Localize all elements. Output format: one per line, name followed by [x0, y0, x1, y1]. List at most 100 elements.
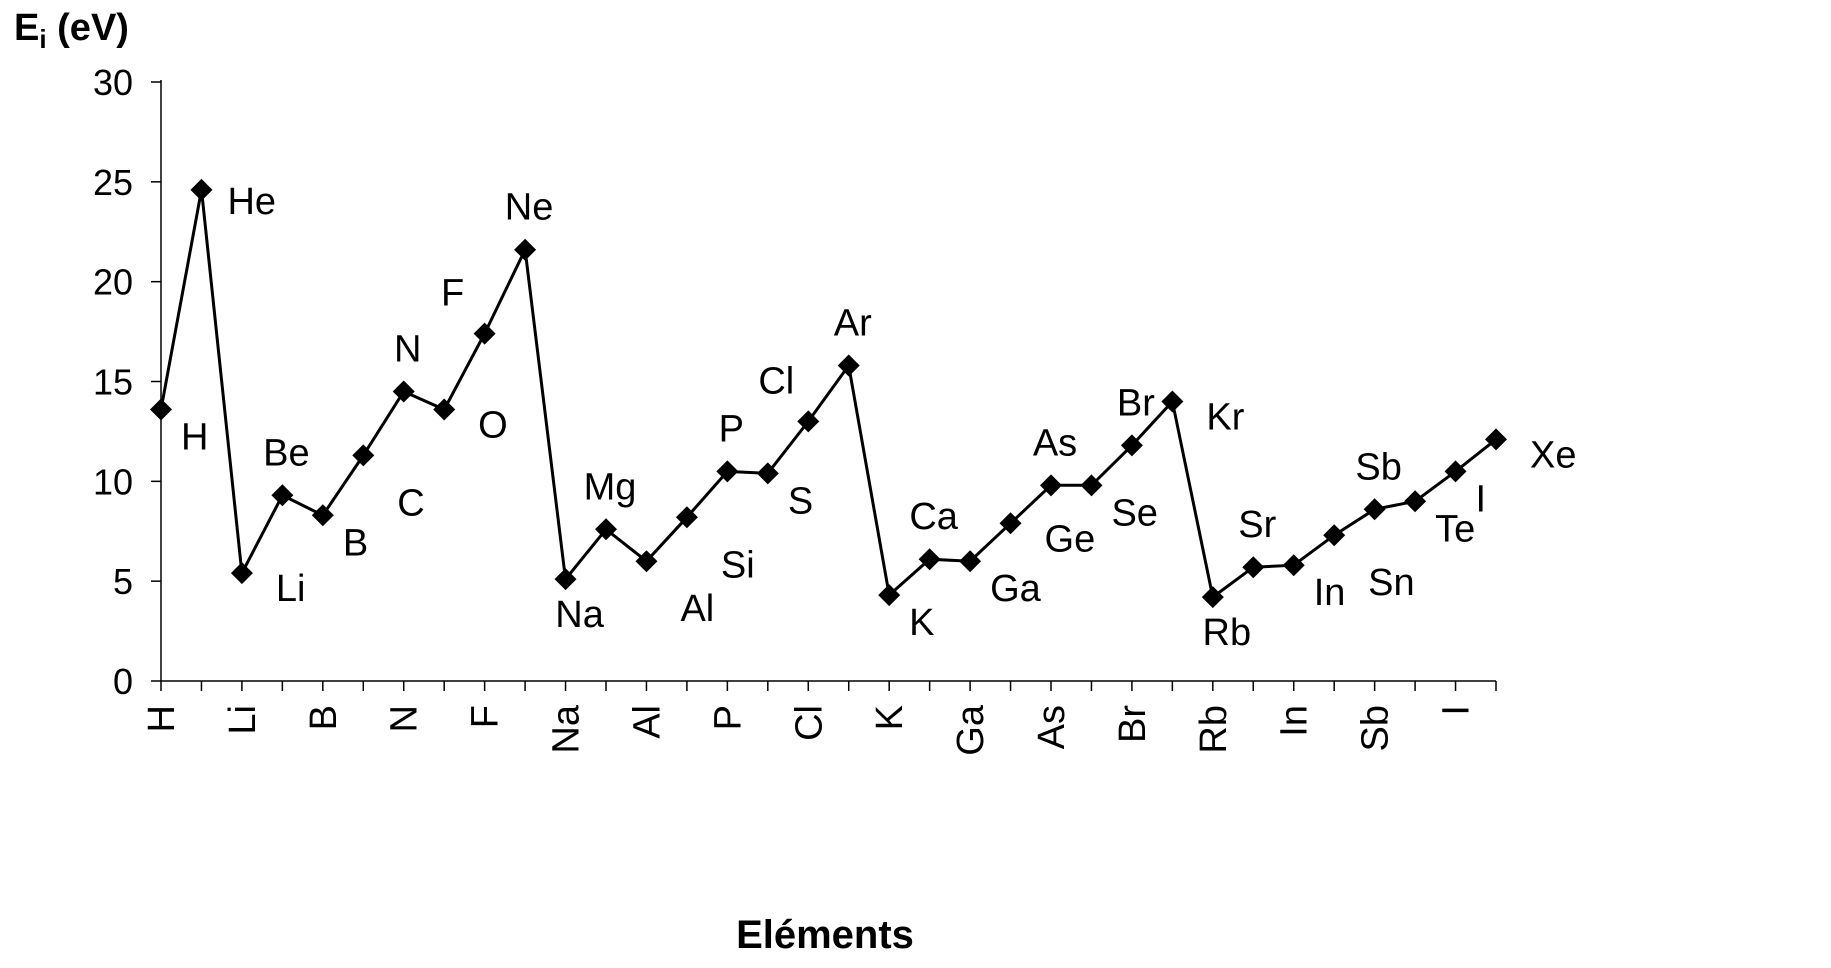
x-tick-label: In — [1274, 705, 1316, 737]
data-point-n — [392, 380, 415, 403]
point-label-in: In — [1314, 572, 1346, 614]
point-label-se: Se — [1111, 492, 1157, 534]
data-point-h — [150, 398, 172, 421]
x-tick-label: Br — [1112, 705, 1154, 743]
point-label-ne: Ne — [505, 187, 554, 229]
x-ticks: H Li B N F Na Al P Cl K Ga As Br Rb In Sb I — [141, 681, 1497, 756]
x-tick-label: As — [1031, 705, 1073, 749]
point-label-b: B — [343, 522, 368, 564]
data-point-br — [1120, 434, 1143, 457]
y-ticks: 0 5 10 15 20 25 30 — [93, 62, 161, 702]
data-point-ga — [959, 550, 982, 573]
point-label-h: H — [181, 416, 208, 458]
data-point-c — [352, 444, 375, 467]
point-label-n: N — [394, 328, 421, 370]
x-tick-label: Sb — [1355, 705, 1397, 751]
data-point-k — [878, 584, 901, 607]
data-point-si — [675, 506, 698, 529]
point-label-xe: Xe — [1530, 434, 1576, 476]
data-point-te — [1404, 490, 1427, 513]
x-tick-label: K — [869, 705, 911, 730]
svg-text:Ei (eV): Ei (eV) — [14, 7, 129, 54]
point-label-ge: Ge — [1045, 518, 1096, 560]
data-point-cl — [797, 410, 820, 433]
data-point-mg — [595, 518, 617, 541]
point-label-mg: Mg — [584, 466, 637, 508]
data-point-f — [473, 322, 496, 345]
y-axis-title: Ei (eV) — [14, 7, 129, 54]
axes — [160, 80, 1496, 682]
y-tick-label: 5 — [113, 561, 133, 602]
data-point-i — [1444, 460, 1467, 483]
point-label-si: Si — [721, 544, 755, 586]
x-tick-label: Al — [626, 705, 668, 739]
point-label-cl: Cl — [758, 360, 794, 402]
data-point-ge — [999, 512, 1022, 535]
y-tick-label: 25 — [93, 162, 133, 203]
data-point-sn — [1323, 524, 1346, 547]
data-point-xe — [1485, 428, 1507, 451]
data-point-b — [311, 504, 334, 527]
x-tick-label: P — [707, 705, 749, 730]
data-point-he — [190, 178, 213, 201]
point-label-rb: Rb — [1203, 612, 1252, 654]
y-axis-title-unit: (eV) — [47, 7, 129, 49]
x-tick-label: Na — [546, 704, 588, 753]
data-point-sb — [1363, 498, 1386, 521]
y-tick-label: 0 — [113, 661, 133, 702]
data-point-se — [1080, 474, 1103, 497]
data-point-s — [756, 462, 779, 485]
point-label-ca: Ca — [909, 496, 958, 538]
point-label-o: O — [478, 404, 508, 446]
series — [150, 178, 1507, 609]
y-axis-title-sub: i — [39, 24, 46, 54]
data-point-ne — [514, 238, 537, 261]
x-tick-label: Cl — [788, 705, 830, 741]
point-label-c: C — [397, 482, 424, 524]
data-point-be — [271, 484, 294, 507]
x-tick-label: Ga — [950, 704, 992, 756]
x-axis-title: Eléments — [736, 913, 914, 957]
data-point-li — [230, 562, 253, 585]
x-tick-label: N — [384, 705, 426, 732]
y-tick-label: 30 — [93, 62, 133, 103]
data-point-ar — [837, 354, 860, 377]
data-point-as — [1040, 474, 1062, 497]
y-tick-label: 10 — [93, 461, 133, 502]
x-tick-label: B — [303, 705, 345, 730]
point-label-sr: Sr — [1238, 504, 1276, 546]
point-label-br: Br — [1117, 382, 1155, 424]
data-point-ca — [918, 548, 941, 571]
x-tick-label: F — [465, 705, 507, 728]
y-axis-title-main: E — [14, 7, 39, 49]
point-label-kr: Kr — [1206, 396, 1244, 438]
point-label-s: S — [788, 480, 813, 522]
point-label-al: Al — [680, 588, 714, 630]
point-label-sb: Sb — [1355, 446, 1401, 488]
point-label-na: Na — [555, 594, 604, 636]
point-label-te: Te — [1435, 508, 1475, 550]
point-label-i: I — [1476, 478, 1487, 520]
point-label-k: K — [909, 602, 934, 644]
data-point-p — [716, 460, 739, 483]
data-point-o — [433, 398, 456, 421]
data-point-in — [1282, 554, 1305, 577]
y-tick-label: 15 — [93, 362, 133, 403]
point-label-sn: Sn — [1368, 562, 1414, 604]
point-label-be: Be — [263, 432, 309, 474]
x-tick-label: H — [141, 705, 183, 732]
series-line — [159, 189, 1497, 600]
x-tick-label: Rb — [1193, 705, 1235, 754]
point-label-p: P — [719, 408, 744, 450]
x-tick-label: Li — [222, 705, 264, 735]
y-tick-label: 20 — [93, 262, 133, 303]
x-tick-label: I — [1436, 705, 1478, 716]
point-label-li: Li — [276, 568, 306, 610]
point-label-ga: Ga — [990, 568, 1042, 610]
data-point-al — [635, 550, 658, 573]
data-point-kr — [1161, 390, 1184, 413]
point-label-as: As — [1033, 422, 1077, 464]
point-label-he: He — [227, 181, 276, 223]
